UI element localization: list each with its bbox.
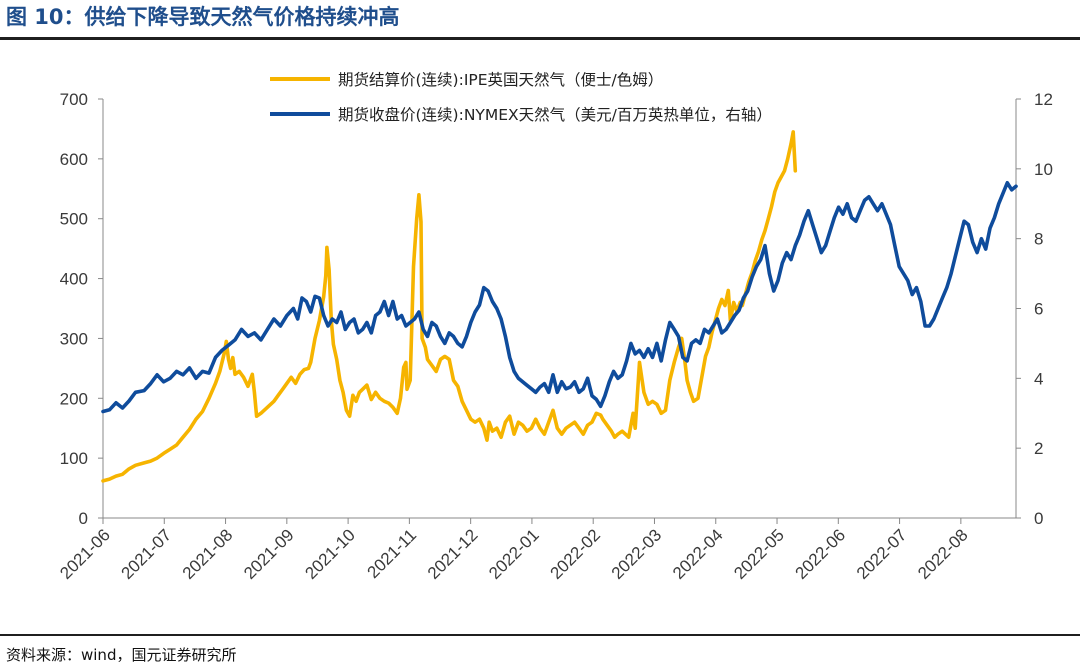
x-tick-label: 2021-07: [118, 525, 176, 583]
x-tick-label: 2021-11: [364, 525, 421, 582]
x-tick-label: 2021-06: [56, 525, 114, 583]
top-divider: [0, 37, 1080, 40]
series-line-nymex: [101, 181, 1018, 414]
x-tick-label: 2022-06: [792, 525, 850, 583]
y-left-tick-label: 300: [60, 329, 88, 348]
y-right-tick-label: 0: [1034, 509, 1043, 528]
x-tick-label: 2021-12: [424, 525, 482, 583]
x-tick-label: 2022-01: [485, 525, 543, 583]
y-left-tick-label: 500: [60, 210, 88, 229]
y-right-tick-label: 4: [1034, 369, 1043, 388]
y-left-tick-label: 100: [60, 449, 88, 468]
series-line-ipe: [101, 130, 798, 483]
series-lines: [101, 130, 1018, 483]
y-right-tick-label: 2: [1034, 439, 1043, 458]
source-note: 资料来源：wind，国元证券研究所: [6, 646, 237, 664]
x-tick-label: 2022-04: [669, 525, 727, 583]
x-tick-label: 2022-07: [853, 525, 911, 583]
x-tick-label: 2021-09: [240, 525, 298, 583]
legend: 期货结算价(连续):IPE英国天然气（便士/色姆） 期货收盘价(连续):NYME…: [270, 70, 772, 124]
y-left-tick-label: 400: [60, 270, 88, 289]
y-right-tick-label: 6: [1034, 300, 1043, 319]
figure-title: 图 10：供给下降导致天然气价格持续冲高: [6, 5, 400, 29]
legend-label-nymex: 期货收盘价(连续):NYMEX天然气（美元/百万英热单位，右轴）: [338, 105, 772, 124]
y-right-tick-label: 8: [1034, 230, 1043, 249]
y-left-tick-label: 700: [60, 90, 88, 109]
legend-label-ipe: 期货结算价(连续):IPE英国天然气（便士/色姆）: [338, 70, 663, 89]
y-right-tick-label: 12: [1034, 90, 1053, 109]
x-tick-label: 2021-10: [301, 525, 359, 583]
x-tick-label: 2022-08: [914, 525, 972, 583]
y-left-tick-label: 0: [79, 509, 88, 528]
x-tick-label: 2021-08: [179, 525, 237, 583]
x-tick-label: 2022-03: [608, 525, 666, 583]
y-left-tick-label: 200: [60, 389, 88, 408]
x-tick-label: 2022-05: [730, 525, 788, 583]
bottom-divider: [0, 634, 1080, 636]
y-left-tick-label: 600: [60, 150, 88, 169]
y-right-tick-label: 10: [1034, 160, 1053, 179]
x-tick-label: 2022-02: [546, 525, 604, 583]
